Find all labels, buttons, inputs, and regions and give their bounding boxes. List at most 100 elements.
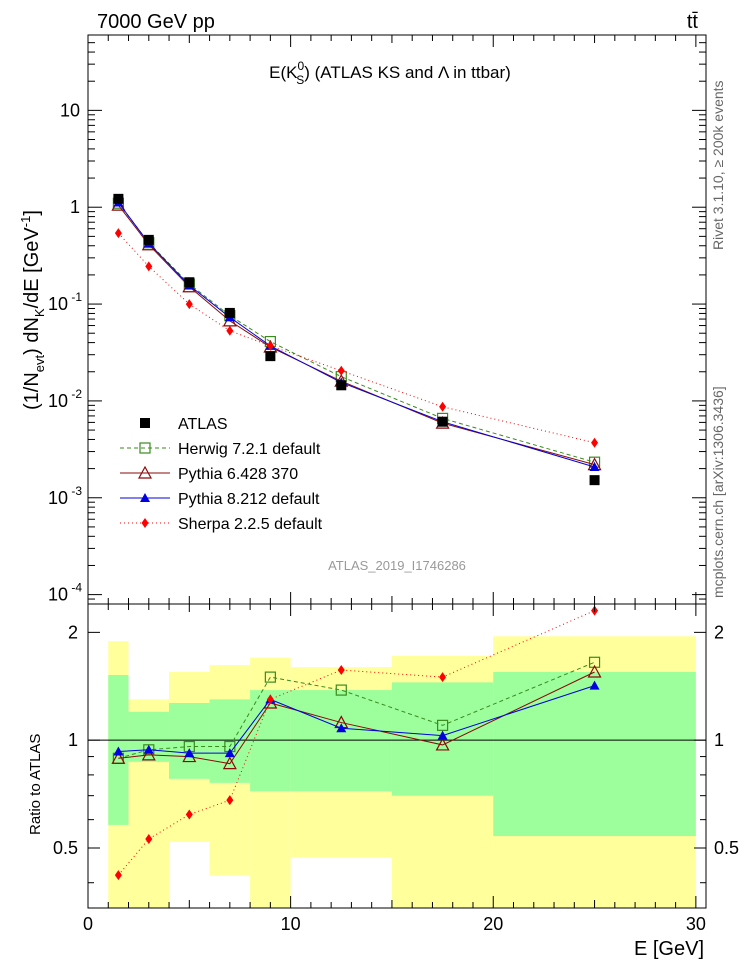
series-point-2 [589, 461, 600, 471]
ratio-point-0 [436, 719, 449, 731]
data-point [184, 277, 195, 288]
ratio-point-2 [437, 730, 448, 740]
data-point [113, 193, 124, 204]
ratio-uncertainty-bands [108, 636, 696, 908]
series-point-3 [185, 299, 193, 310]
ratio-point-0 [588, 656, 601, 668]
data-point [265, 351, 276, 362]
plot-title: E(K0 S) (ATLAS KS and Λ in ttbar) [269, 59, 511, 87]
side-label-top: Rivet 3.1.10, ≥ 200k events [710, 80, 726, 250]
ratio-point-1 [435, 737, 450, 751]
ylabel-part-3: ) dN [21, 317, 43, 355]
ylabel-part-7: ] [21, 210, 43, 216]
energy-label: 7000 GeV pp [97, 11, 215, 33]
y-tick-label: 1 [70, 197, 80, 217]
ratio-point-2 [184, 748, 195, 758]
x-tick-label: 20 [483, 914, 503, 934]
ratio-y-tick-label: 2 [68, 622, 78, 642]
series-point-3 [337, 365, 345, 376]
plot-title-sup: 0 [298, 59, 305, 73]
ratio-point-1 [111, 751, 126, 764]
ratio-y-tick-label: 1 [68, 730, 78, 750]
plot-title-sub: S [296, 73, 304, 87]
ylabel-part-2: evt [32, 354, 47, 372]
band-inner [493, 672, 696, 837]
y-tick-label: 10 [48, 294, 68, 314]
ratio-point-3 [266, 694, 274, 705]
ratio-y-tick-label-right: 2 [714, 622, 724, 642]
series-point-3 [439, 401, 447, 412]
series-point-3 [145, 261, 153, 272]
ratio-line-0 [118, 661, 595, 759]
data-point [589, 475, 600, 486]
data-point [224, 307, 235, 318]
y-tick-exponent: -2 [71, 387, 82, 401]
ratio-point-0 [335, 684, 347, 696]
legend-label: Sherpa 2.2.5 default [178, 516, 323, 533]
ylabel-part-4: K [32, 308, 47, 317]
ratio-point-3 [226, 795, 234, 806]
ylabel-part-6: -1 [18, 216, 33, 228]
ratio-line-2 [118, 685, 595, 754]
band-inner [169, 703, 210, 779]
ratio-point-1 [587, 664, 602, 678]
ylabel-part-5: /dE [GeV [21, 227, 43, 309]
plot-title-suffix: ) (ATLAS KS and Λ in ttbar) [304, 63, 511, 82]
x-tick-label: 30 [686, 914, 706, 934]
main-panel-series [111, 193, 602, 486]
ratio-frame [87, 603, 707, 909]
legend-label: Pythia 6.428 370 [178, 466, 298, 483]
data-point [143, 234, 154, 245]
y-tick-label: 10 [48, 488, 68, 508]
series-point-3 [114, 228, 122, 239]
ratio-point-2 [336, 723, 347, 733]
series-line-1 [117, 204, 595, 466]
ratio-point-2 [224, 748, 235, 758]
ratio-point-3 [337, 665, 345, 676]
legend: ATLAS Herwig 7.2.1 default Pythia 6.428 37… [120, 416, 323, 533]
legend-marker [140, 493, 150, 502]
ratio-y-tick-label-right: 0.5 [714, 838, 739, 858]
legend-marker [137, 465, 153, 479]
ratio-line-1 [118, 671, 595, 765]
legend-marker [141, 518, 149, 528]
ratio-point-3 [439, 672, 447, 683]
ratio-y-tick-label-right: 1 [714, 730, 724, 750]
legend-label: ATLAS [178, 416, 228, 433]
ratio-point-2 [143, 744, 154, 754]
legend-marker [139, 442, 151, 454]
data-point [437, 416, 448, 427]
x-tick-label: 0 [83, 914, 93, 934]
series-point-3 [266, 340, 274, 351]
legend-marker [140, 418, 150, 428]
ratio-point-0 [264, 671, 276, 683]
y-tick-label: 10 [48, 391, 68, 411]
ratio-y-tick-label: 0.5 [53, 838, 78, 858]
analysis-id: ATLAS_2019_I1746286 [328, 558, 466, 573]
x-tick-label: 10 [281, 914, 301, 934]
ratio-point-3 [185, 809, 193, 820]
plot-title-prefix: E(K [269, 63, 298, 82]
y-tick-exponent: -4 [71, 581, 82, 595]
ratio-point-1 [141, 747, 156, 761]
series-line-3 [118, 232, 595, 444]
ratio-point-2 [589, 680, 600, 690]
series-line-2 [117, 202, 595, 468]
y-axis-label-bottom: Ratio to ATLAS [27, 734, 44, 835]
y-tick-exponent: -1 [71, 290, 82, 304]
y-tick-exponent: -3 [71, 484, 82, 498]
data-point [336, 380, 347, 391]
ratio-point-1 [222, 756, 237, 770]
legend-label: Pythia 8.212 default [178, 491, 320, 508]
process-label: tt̄ [687, 11, 699, 33]
ylabel-part-1: (1/N [21, 372, 43, 410]
y-tick-label: 10 [60, 100, 80, 120]
series-point-3 [591, 437, 599, 448]
side-label-bottom: mcplots.cern.ch [arXiv:1306.3436] [710, 386, 726, 598]
series-point-3 [226, 325, 234, 336]
y-tick-label: 10 [48, 585, 68, 605]
ratio-point-2 [113, 746, 124, 756]
legend-label: Herwig 7.2.1 default [178, 441, 321, 458]
